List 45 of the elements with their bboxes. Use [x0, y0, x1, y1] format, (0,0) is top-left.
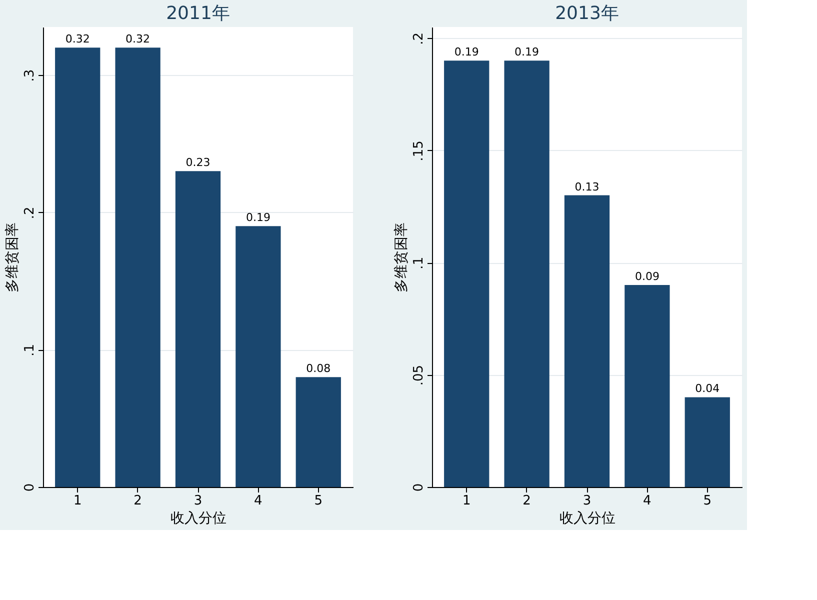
y-axis-title: 多维贫困率 — [4, 222, 20, 292]
bar — [175, 171, 221, 487]
y-tick-label: .2 — [412, 32, 426, 45]
x-tick-label: 1 — [73, 494, 82, 508]
bar — [236, 226, 281, 487]
bar — [444, 60, 490, 487]
bar — [55, 48, 100, 487]
bar — [504, 60, 550, 487]
x-axis-title: 收入分位 — [560, 510, 616, 526]
chart-title: 2011年 — [166, 3, 230, 24]
x-tick-label: 3 — [582, 494, 592, 508]
data-label: 0.13 — [574, 180, 600, 194]
x-tick-label: 4 — [254, 494, 262, 508]
data-label: 0.19 — [246, 211, 270, 224]
data-label: 0.04 — [695, 382, 720, 396]
data-label: 0.19 — [514, 46, 540, 59]
y-tick-label: .15 — [412, 140, 426, 162]
y-tick-label: 0 — [412, 483, 426, 492]
data-label: 0.19 — [454, 46, 479, 59]
data-label: 0.32 — [65, 32, 90, 46]
data-label: 0.23 — [186, 156, 210, 170]
y-tick-label: .05 — [412, 364, 426, 386]
y-tick-label: .1 — [22, 344, 38, 356]
y-axis-title: 多维贫困率 — [394, 222, 410, 292]
y-tick-label: .1 — [412, 256, 426, 270]
y-tick-label: .2 — [22, 206, 38, 220]
x-tick-label: 1 — [462, 494, 471, 508]
x-axis-title: 收入分位 — [170, 510, 226, 526]
data-label: 0.08 — [306, 362, 331, 376]
x-tick-label: 4 — [643, 494, 652, 508]
chart-title: 2013年 — [555, 3, 619, 24]
x-tick-label: 5 — [703, 494, 712, 508]
bar — [115, 48, 160, 487]
x-tick-label: 2 — [134, 494, 142, 508]
data-label: 0.32 — [126, 32, 150, 46]
data-label: 0.09 — [634, 270, 660, 284]
bar — [624, 285, 670, 487]
x-tick-label: 5 — [314, 494, 323, 508]
x-tick-label: 3 — [194, 494, 202, 508]
x-tick-label: 2 — [522, 494, 531, 508]
bar — [564, 195, 610, 487]
bar — [684, 397, 730, 487]
y-tick-label: .3 — [22, 69, 38, 82]
bar — [296, 377, 341, 487]
y-tick-label: 0 — [22, 483, 38, 492]
